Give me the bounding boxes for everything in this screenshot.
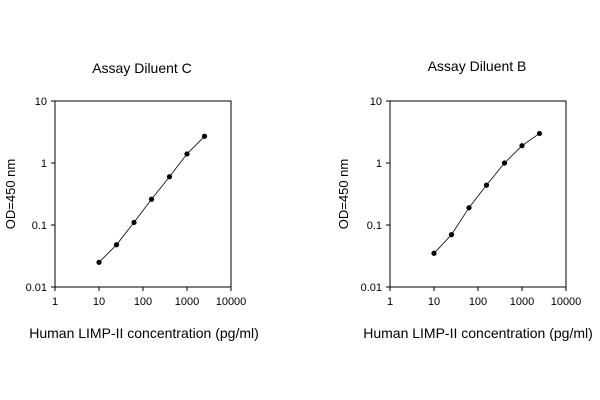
- chart-title: Assay Diluent C: [92, 60, 192, 76]
- x-axis-label: Human LIMP-II concentration (pg/ml): [363, 325, 593, 341]
- data-point: [113, 242, 120, 248]
- data-point: [536, 130, 543, 137]
- x-tick-label: 1000: [510, 296, 534, 308]
- data-point: [519, 143, 525, 149]
- x-tick-label: 10: [428, 296, 440, 308]
- x-axis-label: Human LIMP-II concentration (pg/ml): [29, 325, 259, 341]
- x-tick-label: 100: [134, 296, 152, 308]
- y-tick-label: 1: [376, 158, 382, 170]
- plot-area: [54, 100, 232, 288]
- data-point: [184, 151, 190, 157]
- plot-area: [389, 100, 567, 288]
- y-tick-label: 10: [370, 96, 382, 108]
- chart-title: Assay Diluent B: [428, 58, 527, 74]
- data-point: [466, 205, 472, 211]
- y-tick-label: 0.01: [26, 282, 47, 294]
- x-tick-label: 10: [93, 296, 105, 308]
- x-tick-label: 10000: [216, 296, 247, 308]
- data-point: [201, 133, 208, 139]
- chart-assay-diluent-c: Assay Diluent C OD=450 nm Human LIMP-II …: [3, 60, 259, 341]
- y-axis-label: OD=450 nm: [336, 159, 351, 229]
- data-point: [431, 250, 437, 256]
- y-tick-label: 0.1: [32, 220, 47, 232]
- data-point: [448, 232, 455, 238]
- y-tick-label: 0.1: [367, 220, 382, 232]
- y-tick-label: 0.01: [361, 282, 382, 294]
- y-tick-label: 1: [41, 158, 47, 170]
- x-tick-label: 1: [52, 296, 58, 308]
- data-point: [166, 174, 173, 180]
- data-point: [483, 182, 490, 188]
- y-axis-label: OD=450 nm: [3, 159, 18, 229]
- chart-assay-diluent-b: Assay Diluent B OD=450 nm Human LIMP-II …: [336, 58, 593, 341]
- x-tick-label: 100: [469, 296, 487, 308]
- data-point: [131, 219, 137, 226]
- x-tick-label: 1: [387, 296, 393, 308]
- data-point: [501, 160, 508, 166]
- data-point: [96, 259, 102, 265]
- y-tick-label: 10: [35, 96, 47, 108]
- data-point: [148, 196, 155, 202]
- x-tick-label: 1000: [175, 296, 199, 308]
- x-tick-label: 10000: [551, 296, 582, 308]
